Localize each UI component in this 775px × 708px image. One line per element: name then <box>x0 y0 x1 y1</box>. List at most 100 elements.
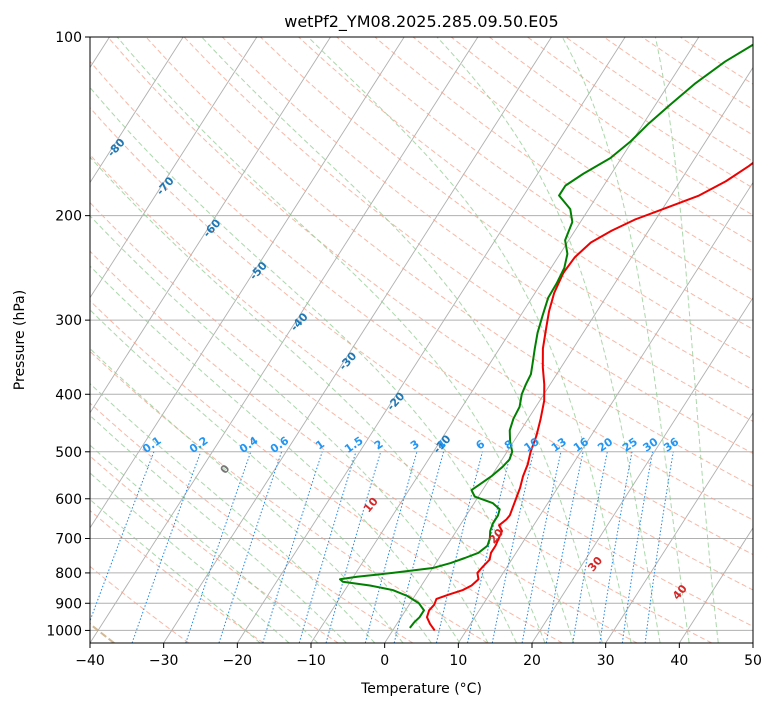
dry-adiabat-line <box>90 154 753 627</box>
dewpoint-profile-line <box>338 43 753 629</box>
mixing-ratio-line <box>298 451 357 643</box>
y-tick-label: 600 <box>55 492 82 508</box>
moist-adiabat-line <box>201 37 603 643</box>
dry-adiabat-line <box>183 37 753 455</box>
x-tick-label: −10 <box>296 653 326 669</box>
moist-adiabat-line <box>90 472 290 643</box>
mixing-ratio-line <box>572 451 608 643</box>
dry-adiabat-label: -40 <box>288 310 311 334</box>
temperature-profile-line <box>425 161 753 632</box>
x-tick-label: 10 <box>449 653 467 669</box>
dry-adiabat-line <box>603 37 753 136</box>
dry-adiabat-line <box>260 37 753 391</box>
dry-adiabat-label: -20 <box>384 389 407 413</box>
moist-adiabat-line <box>90 309 432 643</box>
isotherm-line <box>163 37 552 643</box>
isotherm-line <box>236 37 626 643</box>
y-tick-label: 900 <box>55 596 82 612</box>
mixing-ratio-line <box>521 451 562 643</box>
isotherm-line <box>678 527 753 643</box>
x-axis-title: Temperature (°C) <box>360 681 482 697</box>
dry-adiabat-label: -90 <box>54 100 77 124</box>
isotherm-line <box>310 37 700 643</box>
moist-adiabat-line <box>436 37 661 643</box>
moist-adiabat-line <box>561 37 690 643</box>
isotherm-line <box>90 37 258 299</box>
moist-adiabat-line <box>654 37 719 643</box>
mixing-ratio-line <box>393 451 445 643</box>
background-lines <box>90 37 753 643</box>
mixing-ratio-line <box>364 451 418 643</box>
mixing-ratio-line <box>131 451 202 643</box>
dry-adiabat-line <box>90 455 339 643</box>
dry-adiabat-line <box>90 350 488 643</box>
mixing-ratio-line <box>644 451 674 643</box>
dry-adiabat-label: -100 <box>0 67 25 96</box>
y-tick-label: 800 <box>55 566 82 582</box>
dry-adiabat-label: -60 <box>200 216 223 240</box>
mixing-ratio-label: 0.4 <box>237 434 261 456</box>
isotherm-line <box>531 296 753 643</box>
dry-adiabat-label: -80 <box>105 136 128 160</box>
dry-adiabat-line <box>336 37 753 330</box>
isotherm-line <box>90 37 405 529</box>
dry-adiabat-line <box>489 37 753 216</box>
moist-adiabat-line <box>90 382 376 643</box>
moist-adiabat-line <box>116 37 575 643</box>
mixing-ratio-line <box>599 451 633 643</box>
x-tick-label: 20 <box>523 653 541 669</box>
moist-adiabat-line <box>90 156 517 643</box>
x-tick-label: −20 <box>223 653 253 669</box>
moist-adiabat-label: 10 <box>361 495 381 515</box>
x-tick-label: −30 <box>149 653 179 669</box>
x-tick-label: 50 <box>744 653 762 669</box>
plot-frame <box>89 36 754 644</box>
y-tick-label: 1000 <box>46 623 82 639</box>
dry-adiabat-line <box>90 201 712 643</box>
moist-adiabat-line <box>90 414 347 643</box>
mixing-ratio-line <box>218 451 283 643</box>
x-tick-label: −40 <box>75 653 105 669</box>
mixing-ratio-line <box>185 451 252 643</box>
x-tick-label: 0 <box>380 653 389 669</box>
mixing-ratio-label: 3 <box>408 437 422 452</box>
y-tick-label: 700 <box>55 532 82 548</box>
dry-adiabat-line <box>90 250 638 643</box>
mixing-ratio-line <box>491 451 535 643</box>
mixing-ratio-label: 6 <box>473 437 487 452</box>
x-tick-label: 40 <box>670 653 688 669</box>
dry-adiabat-line <box>90 60 753 556</box>
moist-adiabat-line <box>307 37 632 643</box>
moist-adiabat-line <box>90 444 319 643</box>
dry-adiabat-line <box>90 300 563 643</box>
dry-adiabat-line <box>90 402 414 643</box>
isotherm-line <box>384 66 753 643</box>
dry-adiabat-line <box>565 37 753 162</box>
dry-adiabat-line <box>374 37 753 301</box>
moist-adiabat-label: 30 <box>585 554 605 574</box>
dry-adiabat-line <box>107 37 753 521</box>
moist-adiabat-label: 40 <box>670 582 690 602</box>
y-tick-label: 100 <box>55 30 82 46</box>
mixing-ratio-line <box>435 451 483 643</box>
dry-adiabat-label: -50 <box>247 259 270 283</box>
moist-adiabat-line <box>90 347 404 643</box>
dry-adiabat-line <box>679 37 753 85</box>
isotherm-line <box>605 411 753 643</box>
y-tick-label: 500 <box>55 445 82 461</box>
dry-adiabat-line <box>412 37 753 272</box>
mixing-ratio-label: 8 <box>502 437 516 452</box>
y-tick-label: 400 <box>55 387 82 403</box>
isotherm-line <box>457 181 753 643</box>
moist-adiabat-line <box>90 265 461 643</box>
y-axis-title: Pressure (hPa) <box>12 290 28 390</box>
mixing-ratio-label: 1.5 <box>342 434 365 456</box>
y-tick-label: 300 <box>55 313 82 329</box>
moist-adiabat-line <box>90 498 261 643</box>
mixing-ratio-line <box>467 451 512 643</box>
dry-adiabat-line <box>90 509 264 643</box>
dry-adiabat-line <box>90 565 190 643</box>
mixing-ratio-label: 0.6 <box>268 434 292 456</box>
mixing-ratio-label: 1 <box>313 437 327 452</box>
